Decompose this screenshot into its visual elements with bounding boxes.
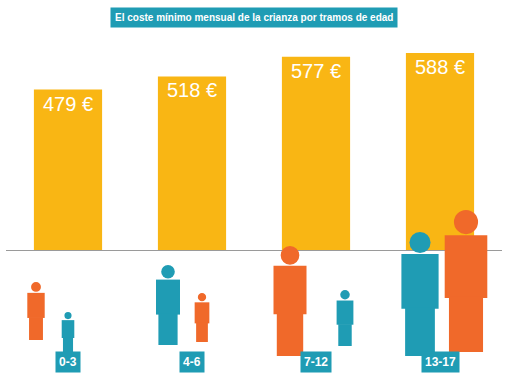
svg-text:588 €: 588 €: [415, 56, 465, 78]
svg-text:7-12: 7-12: [304, 355, 328, 369]
svg-text:577 €: 577 €: [291, 60, 341, 82]
svg-text:479 €: 479 €: [43, 93, 93, 115]
svg-text:13-17: 13-17: [425, 355, 456, 369]
svg-text:518 €: 518 €: [167, 79, 217, 101]
svg-text:4-6: 4-6: [183, 355, 201, 369]
svg-text:0-3: 0-3: [59, 355, 77, 369]
svg-text:El coste mínimo mensual de la: El coste mínimo mensual de la crianza po…: [115, 12, 393, 23]
